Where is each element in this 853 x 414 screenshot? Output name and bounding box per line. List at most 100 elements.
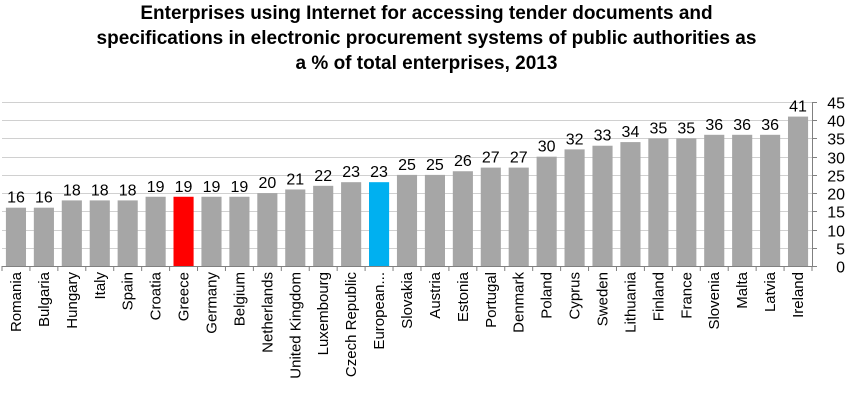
- bar: [341, 182, 362, 266]
- y-tick-label: 20: [827, 187, 845, 204]
- data-label: 26: [454, 153, 472, 170]
- bar: [396, 174, 418, 266]
- bar: [257, 193, 278, 266]
- bar: [787, 116, 809, 266]
- bar: [760, 134, 781, 266]
- x-tick-label: Sweden: [595, 272, 612, 326]
- data-label: 34: [622, 124, 640, 141]
- x-axis: Romania Bulgaria Hungary Italy Spain Croatia G…: [1, 266, 813, 379]
- data-label: 25: [398, 157, 416, 174]
- x-tick-label: Poland: [539, 272, 556, 319]
- y-tick-label: 5: [836, 242, 845, 259]
- y-tick-label: 30: [827, 151, 845, 168]
- x-tick-label: France: [678, 272, 695, 319]
- y-tick-label: 15: [827, 205, 845, 222]
- data-label: 19: [231, 179, 249, 196]
- y-tick-label: 10: [827, 224, 845, 241]
- x-tick-label: Czech Republic: [343, 272, 360, 378]
- x-tick-label: Spain: [120, 272, 137, 310]
- x-tick-label: United Kingdom: [287, 272, 304, 379]
- bar: [201, 196, 222, 266]
- bars: [5, 116, 809, 266]
- data-labels: 16 16 18 18 18 19 19 19 19 20 21 22 23 23 25 25 26 27 27 30…: [7, 99, 807, 207]
- data-label: 19: [147, 179, 165, 196]
- x-tick-label: Romania: [8, 271, 25, 332]
- bar: [117, 200, 138, 266]
- x-tick-label: Bulgaria: [36, 271, 53, 327]
- x-tick-label: Malta: [734, 271, 751, 308]
- data-label: 36: [705, 117, 723, 134]
- x-tick-label: Ireland: [790, 272, 807, 318]
- bar: [229, 196, 250, 266]
- x-tick-label: Germany: [203, 272, 220, 334]
- bar: [704, 134, 725, 266]
- data-label: 23: [370, 164, 388, 181]
- y-tick-label: 25: [827, 169, 845, 186]
- x-tick-label: Netherlands: [259, 272, 276, 353]
- data-label: 23: [342, 164, 360, 181]
- x-tick-label: Finland: [650, 272, 667, 321]
- x-tick-label: Slovenia: [706, 271, 723, 329]
- bar: [452, 171, 473, 266]
- x-tick-label: Cyprus: [567, 272, 584, 320]
- bar: [676, 138, 697, 266]
- data-label: 25: [426, 157, 444, 174]
- x-tick-label: European...: [371, 272, 388, 350]
- bar: [536, 156, 557, 266]
- x-tick-label: Belgium: [231, 272, 248, 326]
- y-tick-label: 35: [827, 132, 845, 149]
- data-label: 22: [314, 168, 332, 185]
- chart-title-line-1: Enterprises using Internet for accessing…: [140, 3, 713, 24]
- x-tick-label: Croatia: [148, 271, 165, 320]
- data-label: 21: [286, 171, 304, 188]
- x-tick-label: Estonia: [455, 271, 472, 322]
- bar: [592, 145, 613, 266]
- y-tick-label: 40: [827, 114, 845, 131]
- data-label: 16: [35, 190, 53, 207]
- bar: [732, 134, 753, 266]
- x-tick-label: Denmark: [511, 272, 528, 333]
- data-label: 32: [566, 131, 584, 148]
- bar: [5, 207, 27, 266]
- x-tick-label: Portugal: [483, 272, 500, 328]
- data-label: 20: [258, 175, 276, 192]
- chart-title: Enterprises using Internet for accessing…: [0, 0, 853, 76]
- x-tick-label: Hungary: [64, 272, 81, 329]
- data-label: 35: [677, 120, 695, 137]
- x-tick-label: Greece: [176, 272, 193, 321]
- bar: [313, 185, 334, 266]
- data-label: 36: [733, 117, 751, 134]
- data-label: 18: [119, 182, 137, 199]
- bar: [620, 142, 641, 266]
- bar: [564, 149, 585, 266]
- bar: [145, 196, 166, 266]
- x-tick-label: Latvia: [762, 271, 779, 312]
- data-label: 41: [789, 99, 807, 116]
- bar: [369, 182, 390, 266]
- bar: [33, 207, 54, 266]
- data-label: 30: [538, 139, 556, 156]
- x-tick-label: Slovakia: [399, 271, 416, 328]
- x-tick-label: Italy: [92, 272, 109, 300]
- chart-title-line-2: specifications in electronic procurement…: [96, 28, 757, 49]
- bar: [61, 200, 82, 266]
- bar: [173, 196, 194, 266]
- data-label: 33: [594, 128, 612, 145]
- bar: [480, 167, 501, 266]
- x-tick-label: Luxembourg: [315, 272, 332, 355]
- data-label: 18: [91, 182, 109, 199]
- data-label: 19: [175, 179, 193, 196]
- bar: [89, 200, 110, 266]
- x-tick-label: Lithuania: [622, 271, 639, 333]
- data-label: 35: [649, 120, 667, 137]
- data-label: 16: [7, 190, 25, 207]
- bar: [508, 167, 529, 266]
- bar: [424, 174, 445, 266]
- chart-title-line-3: a % of total enterprises, 2013: [295, 53, 558, 74]
- data-label: 27: [482, 150, 500, 167]
- data-label: 19: [203, 179, 221, 196]
- data-label: 36: [761, 117, 779, 134]
- data-label: 27: [510, 150, 528, 167]
